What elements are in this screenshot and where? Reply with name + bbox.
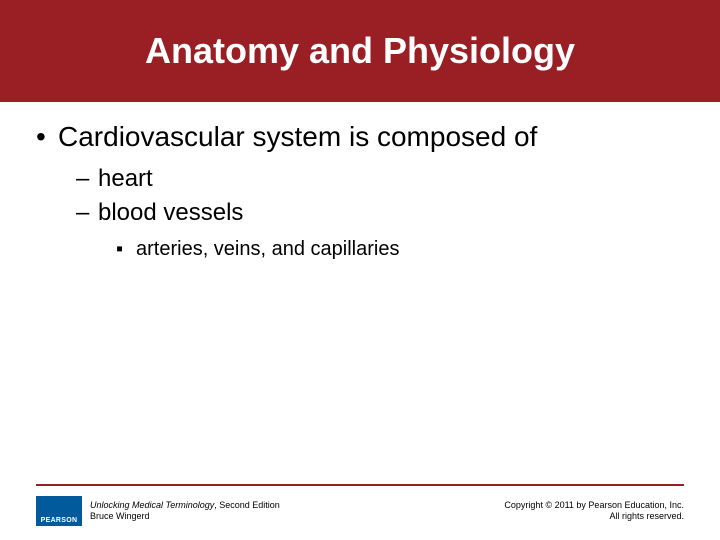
footer: PEARSON Unlocking Medical Terminology, S… <box>36 490 684 532</box>
book-author: Bruce Wingerd <box>90 511 280 522</box>
bullet-marker: ▪ <box>116 236 136 262</box>
bullet-marker: – <box>76 164 98 194</box>
book-title-rest: , Second Edition <box>214 500 280 510</box>
copyright-line-2: All rights reserved. <box>609 511 684 522</box>
bullet-level-2: – heart <box>76 164 684 194</box>
bullet-level-1: • Cardiovascular system is composed of <box>36 120 684 154</box>
title-band: Anatomy and Physiology <box>0 0 720 102</box>
bullet-text: Cardiovascular system is composed of <box>58 120 537 154</box>
bullet-level-3: ▪ arteries, veins, and capillaries <box>116 236 684 262</box>
pearson-logo: PEARSON <box>36 496 82 526</box>
book-info: Unlocking Medical Terminology, Second Ed… <box>90 500 280 522</box>
bullet-text: arteries, veins, and capillaries <box>136 236 399 262</box>
footer-right: Copyright © 2011 by Pearson Education, I… <box>504 500 684 522</box>
book-title-line: Unlocking Medical Terminology, Second Ed… <box>90 500 280 511</box>
footer-rule <box>36 484 684 486</box>
copyright-line-1: Copyright © 2011 by Pearson Education, I… <box>504 500 684 511</box>
footer-left: PEARSON Unlocking Medical Terminology, S… <box>36 496 280 526</box>
bullet-text: heart <box>98 164 153 194</box>
bullet-marker: – <box>76 198 98 228</box>
book-title-italic: Unlocking Medical Terminology <box>90 500 214 510</box>
bullet-marker: • <box>36 120 58 154</box>
content-area: • Cardiovascular system is composed of –… <box>36 120 684 262</box>
slide-title: Anatomy and Physiology <box>145 30 575 72</box>
bullet-level-2: – blood vessels <box>76 198 684 228</box>
bullet-text: blood vessels <box>98 198 243 228</box>
